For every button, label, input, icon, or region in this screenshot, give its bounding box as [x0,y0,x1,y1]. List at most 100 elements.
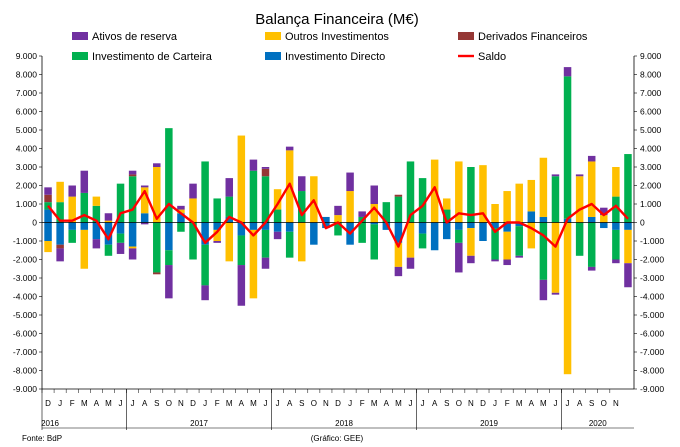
bar-outros-investimentos [249,229,258,299]
bar-ativos-reserva [358,211,366,217]
bar-outros-investimentos [587,161,596,217]
bar-outros-investimentos [515,183,523,223]
bar-ativos-reserva [116,242,125,254]
bar-investimento-directo [370,222,378,225]
bar-ativos-reserva [394,266,403,277]
bar-outros-investimentos [370,204,378,223]
bar-investimento-carteira [225,196,234,217]
bar-investimento-carteira [116,233,125,243]
bar-ativos-reserva [177,205,185,210]
bar-investimento-carteira [491,228,499,260]
x-tick-label: J [119,399,123,408]
bar-investimento-directo [44,222,52,241]
bar-investimento-carteira [612,229,620,260]
bar-investimento-carteira [624,154,632,223]
bar-investimento-carteira [563,76,572,219]
bar-investimento-directo [285,222,294,232]
x-tick-label: S [299,399,304,408]
chart-title: Balança Financeira (M€) [255,11,418,28]
bar-derivados [44,194,52,203]
bar-investimento-carteira [406,161,415,223]
bar-investimento-carteira [358,222,366,243]
y-tick-label: -4.000 [13,292,37,302]
bar-outros-investimentos [177,209,185,214]
bar-ativos-reserva [503,259,511,266]
bar-investimento-carteira [539,222,548,280]
x-year-label: 2018 [335,419,353,428]
x-tick-label: S [589,399,594,408]
bar-investimento-carteira [442,209,451,223]
bar-ativos-reserva [298,176,306,192]
bar-investimento-carteira [80,192,89,223]
bar-outros-investimentos [92,196,101,206]
bar-derivados [261,168,270,177]
bar-ativos-reserva [467,255,475,264]
x-tick-label: M [371,399,378,408]
bar-outros-investimentos [551,222,560,293]
legend-label: Derivados Financeiros [478,31,588,43]
bar-investimento-directo [418,222,427,234]
y-tick-label: 7.000 [16,88,38,98]
x-tick-label: J [566,399,570,408]
legend-item: Ativos de reserva [72,31,178,43]
bar-investimento-directo [612,222,620,230]
y-tick-label: -9.000 [13,384,37,394]
legend-item: Investimento de Carteira [72,51,213,63]
y-axis-left: -9.000 -8.000 -7.000 -6.000 -5.000 -4.000 -3.0… [13,51,43,394]
bar-outros-investimentos [394,242,403,267]
bar-investimento-carteira [394,196,403,223]
x-tick-label: M [250,399,257,408]
bar-investimento-directo [104,222,113,245]
bar-investimento-directo [165,222,173,251]
bar-outros-investimentos [527,179,536,212]
bar-outros-investimentos [153,167,161,223]
bar-investimento-directo [515,222,523,227]
bar-investimento-carteira [201,244,209,286]
bar-investimento-carteira [612,196,620,223]
x-tick-label: N [613,399,619,408]
x-tick-label: F [360,399,365,408]
x-year-label: 2020 [589,419,607,428]
bar-outros-investimentos [140,187,149,214]
bar-ativos-reserva [153,163,161,167]
bar-investimento-carteira [515,226,523,256]
y-tick-label: -5.000 [13,310,37,320]
x-tick-label: S [154,399,159,408]
bar-investimento-directo [177,213,185,223]
legend-swatch [265,32,281,40]
legend-label: Investimento de Carteira [92,51,213,63]
bar-outros-investimentos [575,176,584,223]
source-note: Fonte: BdP [22,434,62,443]
x-tick-label: J [408,399,412,408]
bar-investimento-directo [261,222,270,230]
legend-item: Outros Investimentos [265,31,389,43]
x-tick-label: S [444,399,449,408]
y-tick-label: 5.000 [640,125,662,135]
x-tick-label: N [178,399,184,408]
bar-investimento-directo [624,222,632,230]
bar-ativos-reserva [249,159,258,171]
bar-investimento-directo [430,222,439,251]
bar-investimento-directo [237,222,246,236]
bar-ativos-reserva [140,222,149,225]
y-tick-label: 8.000 [640,70,662,80]
legend-swatch [72,52,88,60]
bar-ativos-reserva [587,155,596,162]
x-tick-label: O [601,399,607,408]
bar-ativos-reserva [56,248,64,262]
bar-investimento-directo [600,222,608,229]
x-tick-label: F [505,399,510,408]
bar-ativos-reserva [68,185,76,197]
bar-ativos-reserva [237,265,246,306]
x-tick-label: A [384,399,390,408]
bar-ativos-reserva [515,255,523,258]
y-tick-label: 9.000 [640,51,662,61]
x-tick-label: F [215,399,220,408]
x-tick-label: A [142,399,148,408]
bar-investimento-carteira [213,198,221,223]
bar-investimento-carteira [455,229,463,243]
bar-investimento-directo [479,222,487,241]
bar-investimento-directo [491,222,499,229]
y-tick-label: -7.000 [13,347,37,357]
bar-ativos-reserva [539,279,548,301]
